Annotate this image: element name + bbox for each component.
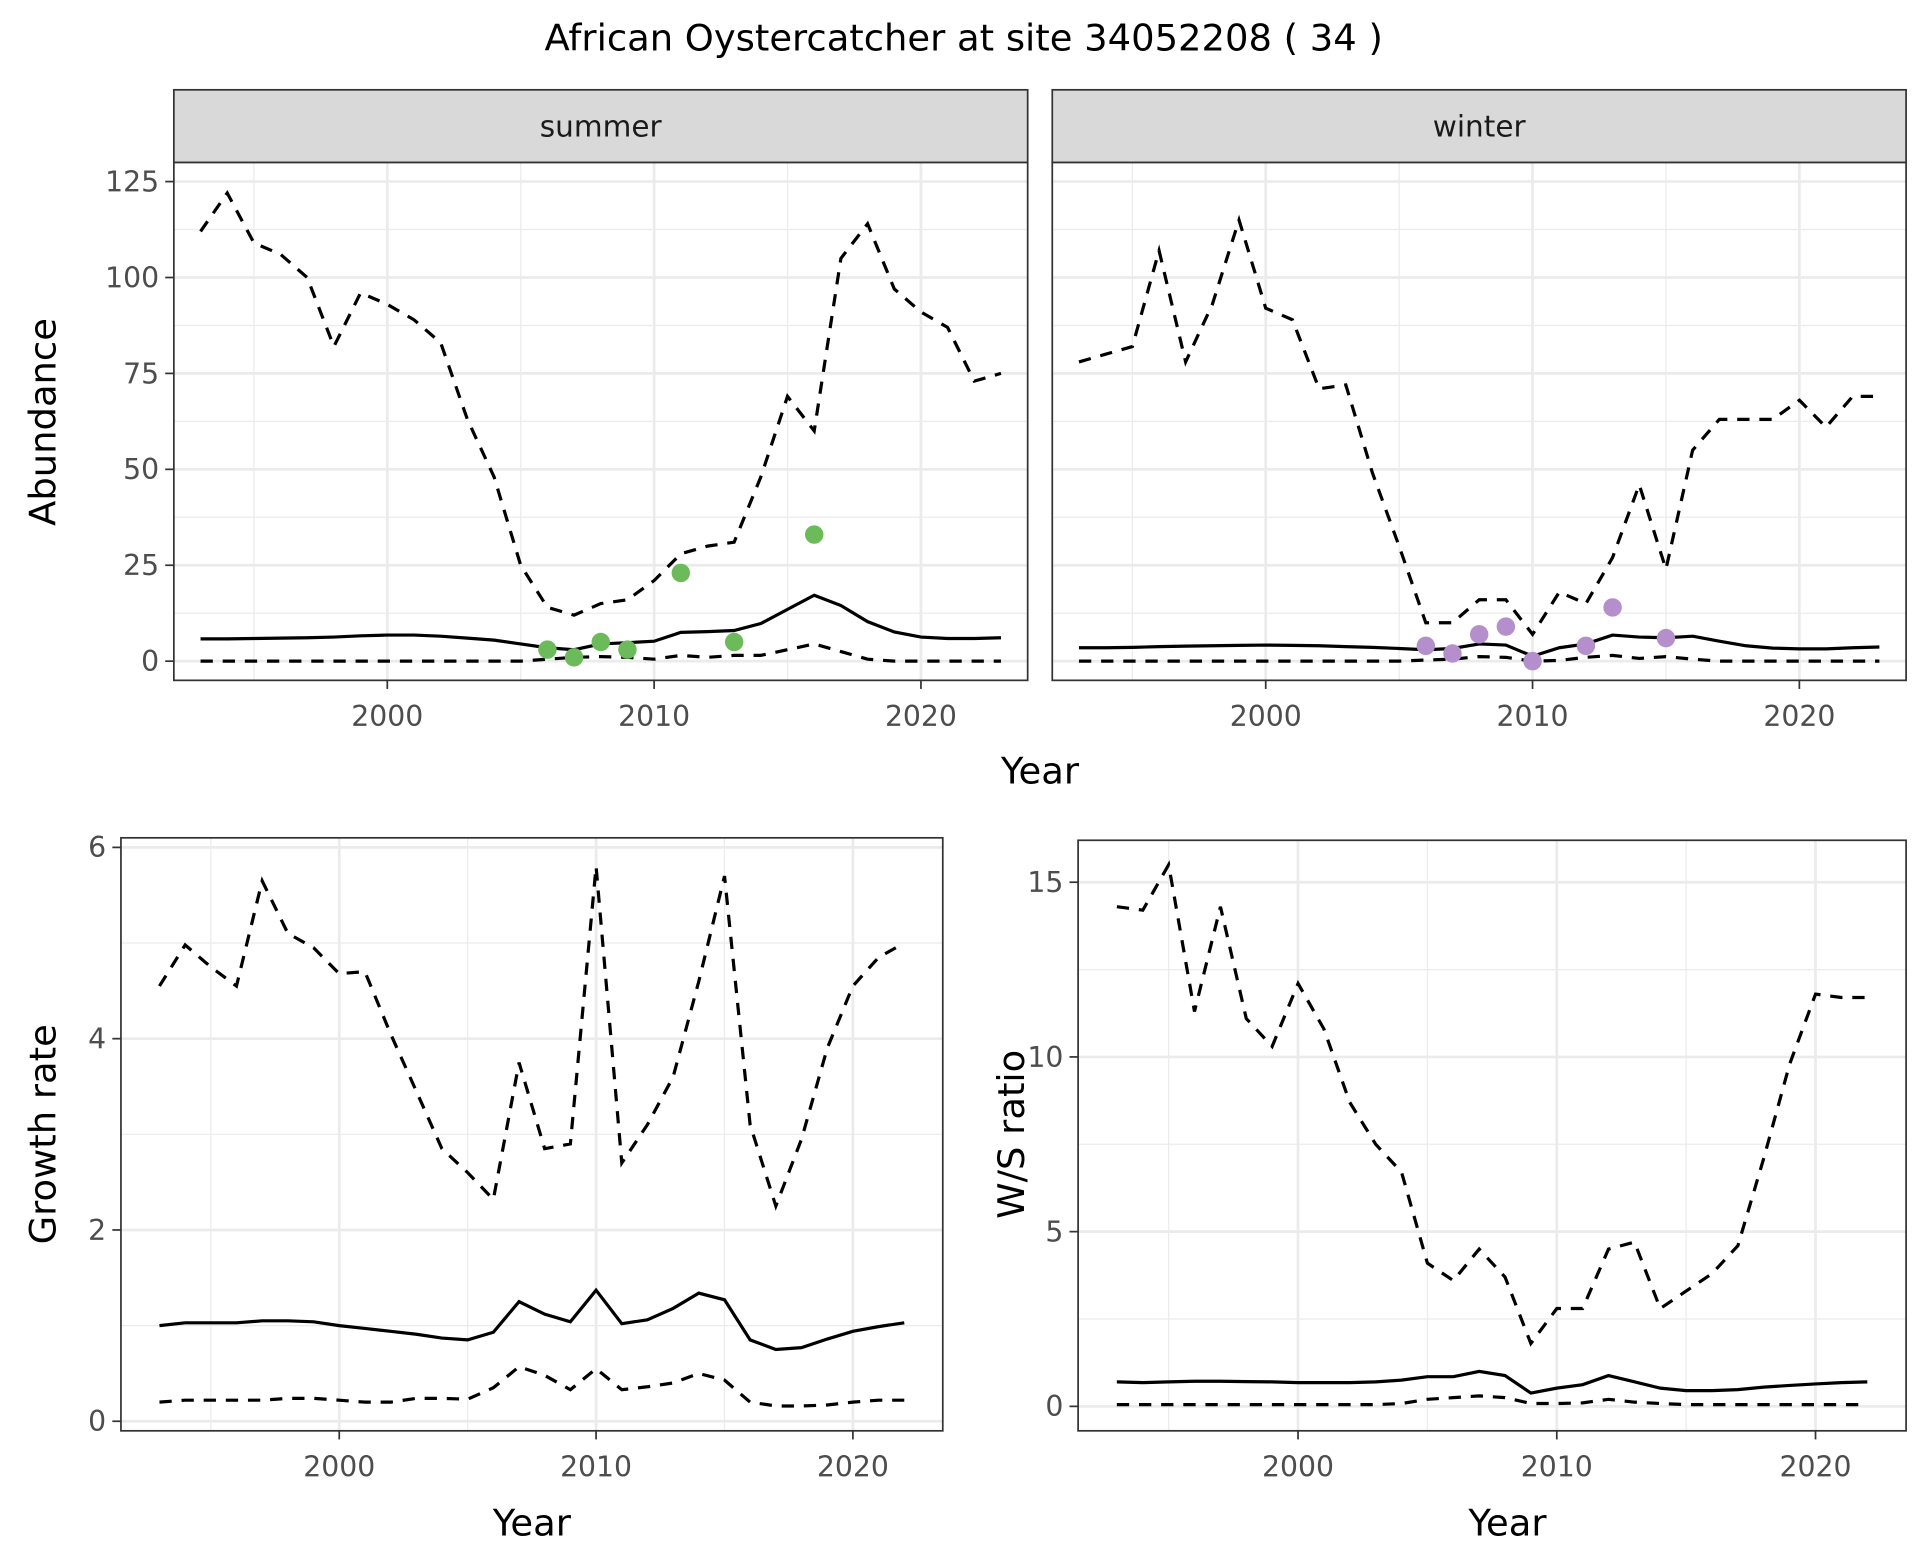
- top-x-axis-title: Year: [1000, 750, 1080, 793]
- y-tick-label: 0: [141, 645, 159, 678]
- x-axis-title: Year: [492, 1501, 572, 1544]
- data-point: [804, 525, 824, 544]
- figure-title: African Oystercatcher at site 34052208 (…: [545, 16, 1383, 59]
- y-axis-title: W/S ratio: [990, 1050, 1033, 1219]
- panel-border: [1077, 839, 1907, 1432]
- y-tick-label: 100: [105, 261, 159, 294]
- panel-ws-ratio: 2000 2010 2020 0 5 10 15 Year W/S ratio: [990, 839, 1907, 1544]
- y-tick-label: 0: [1045, 1390, 1063, 1423]
- panel-winter: winter 2000 2010 2020: [1051, 88, 1907, 733]
- panel-summer: summer 2000 2010 2020 0 25 50 75 100 125: [105, 88, 1029, 733]
- upper-dashed-line: [158, 866, 906, 1211]
- y-axis-title: Growth rate: [22, 1024, 65, 1244]
- y-tick-label: 2: [88, 1214, 106, 1247]
- y-tick-label: 50: [123, 453, 159, 486]
- facet-strip-label: winter: [1433, 110, 1527, 144]
- data-point: [1656, 628, 1676, 648]
- upper-dashed-line: [1078, 214, 1880, 638]
- data-point: [1416, 636, 1436, 656]
- data-point: [1603, 598, 1622, 617]
- mean-solid-line: [1116, 1369, 1868, 1395]
- lower-dashed-line: [1078, 653, 1880, 663]
- x-tick-label: 2020: [1763, 700, 1835, 733]
- data-point: [538, 640, 557, 659]
- x-tick-label: 2010: [618, 700, 690, 733]
- panel-border: [120, 836, 944, 1432]
- x-axis-title: Year: [1467, 1501, 1547, 1544]
- y-tick-label: 75: [123, 357, 159, 390]
- x-tick-label: 2000: [1262, 1450, 1334, 1483]
- y-tick-label: 125: [105, 165, 159, 198]
- lower-dashed-line: [159, 1364, 905, 1408]
- x-tick-label: 2020: [885, 700, 957, 733]
- y-tick-label: 25: [123, 549, 159, 582]
- facet-strip: [172, 88, 1029, 164]
- x-tick-label: 2000: [1230, 700, 1302, 733]
- data-point: [564, 648, 584, 667]
- mean-solid-line: [159, 1287, 905, 1352]
- data-point: [1523, 651, 1542, 671]
- data-point: [1576, 636, 1596, 656]
- x-tick-label: 2020: [1780, 1450, 1852, 1483]
- lower-dashed-line: [200, 642, 1001, 663]
- top-y-axis-title: Abundance: [22, 318, 65, 526]
- facet-strip: [1051, 88, 1907, 164]
- x-tick-label: 2000: [303, 1450, 375, 1483]
- data-point: [1443, 644, 1462, 663]
- panel-background: [1078, 840, 1907, 1431]
- x-tick-label: 2000: [351, 700, 423, 733]
- upper-dashed-line: [1116, 860, 1868, 1347]
- lower-dashed-line: [1116, 1394, 1868, 1407]
- y-tick-label: 5: [1045, 1215, 1063, 1248]
- y-tick-label: 4: [88, 1023, 106, 1056]
- x-tick-label: 2020: [817, 1450, 889, 1483]
- data-point: [591, 632, 610, 652]
- data-point: [724, 632, 744, 652]
- panel-growth-rate: 2000 2010 2020 0 2 4 6 Year Growth rate: [22, 831, 944, 1544]
- data-point: [1469, 625, 1489, 644]
- x-tick-label: 2010: [1521, 1450, 1593, 1483]
- data-point: [671, 563, 691, 583]
- upper-dashed-line: [199, 189, 1002, 617]
- mean-solid-line: [1078, 633, 1880, 658]
- data-point: [1496, 617, 1516, 636]
- y-tick-label: 6: [88, 831, 106, 864]
- y-tick-label: 10: [1027, 1041, 1063, 1074]
- y-tick-label: 15: [1027, 866, 1063, 899]
- y-tick-label: 0: [88, 1405, 106, 1438]
- x-tick-label: 2010: [560, 1450, 632, 1483]
- facet-strip-label: summer: [540, 110, 663, 144]
- data-point: [618, 640, 637, 659]
- x-tick-label: 2010: [1497, 700, 1569, 733]
